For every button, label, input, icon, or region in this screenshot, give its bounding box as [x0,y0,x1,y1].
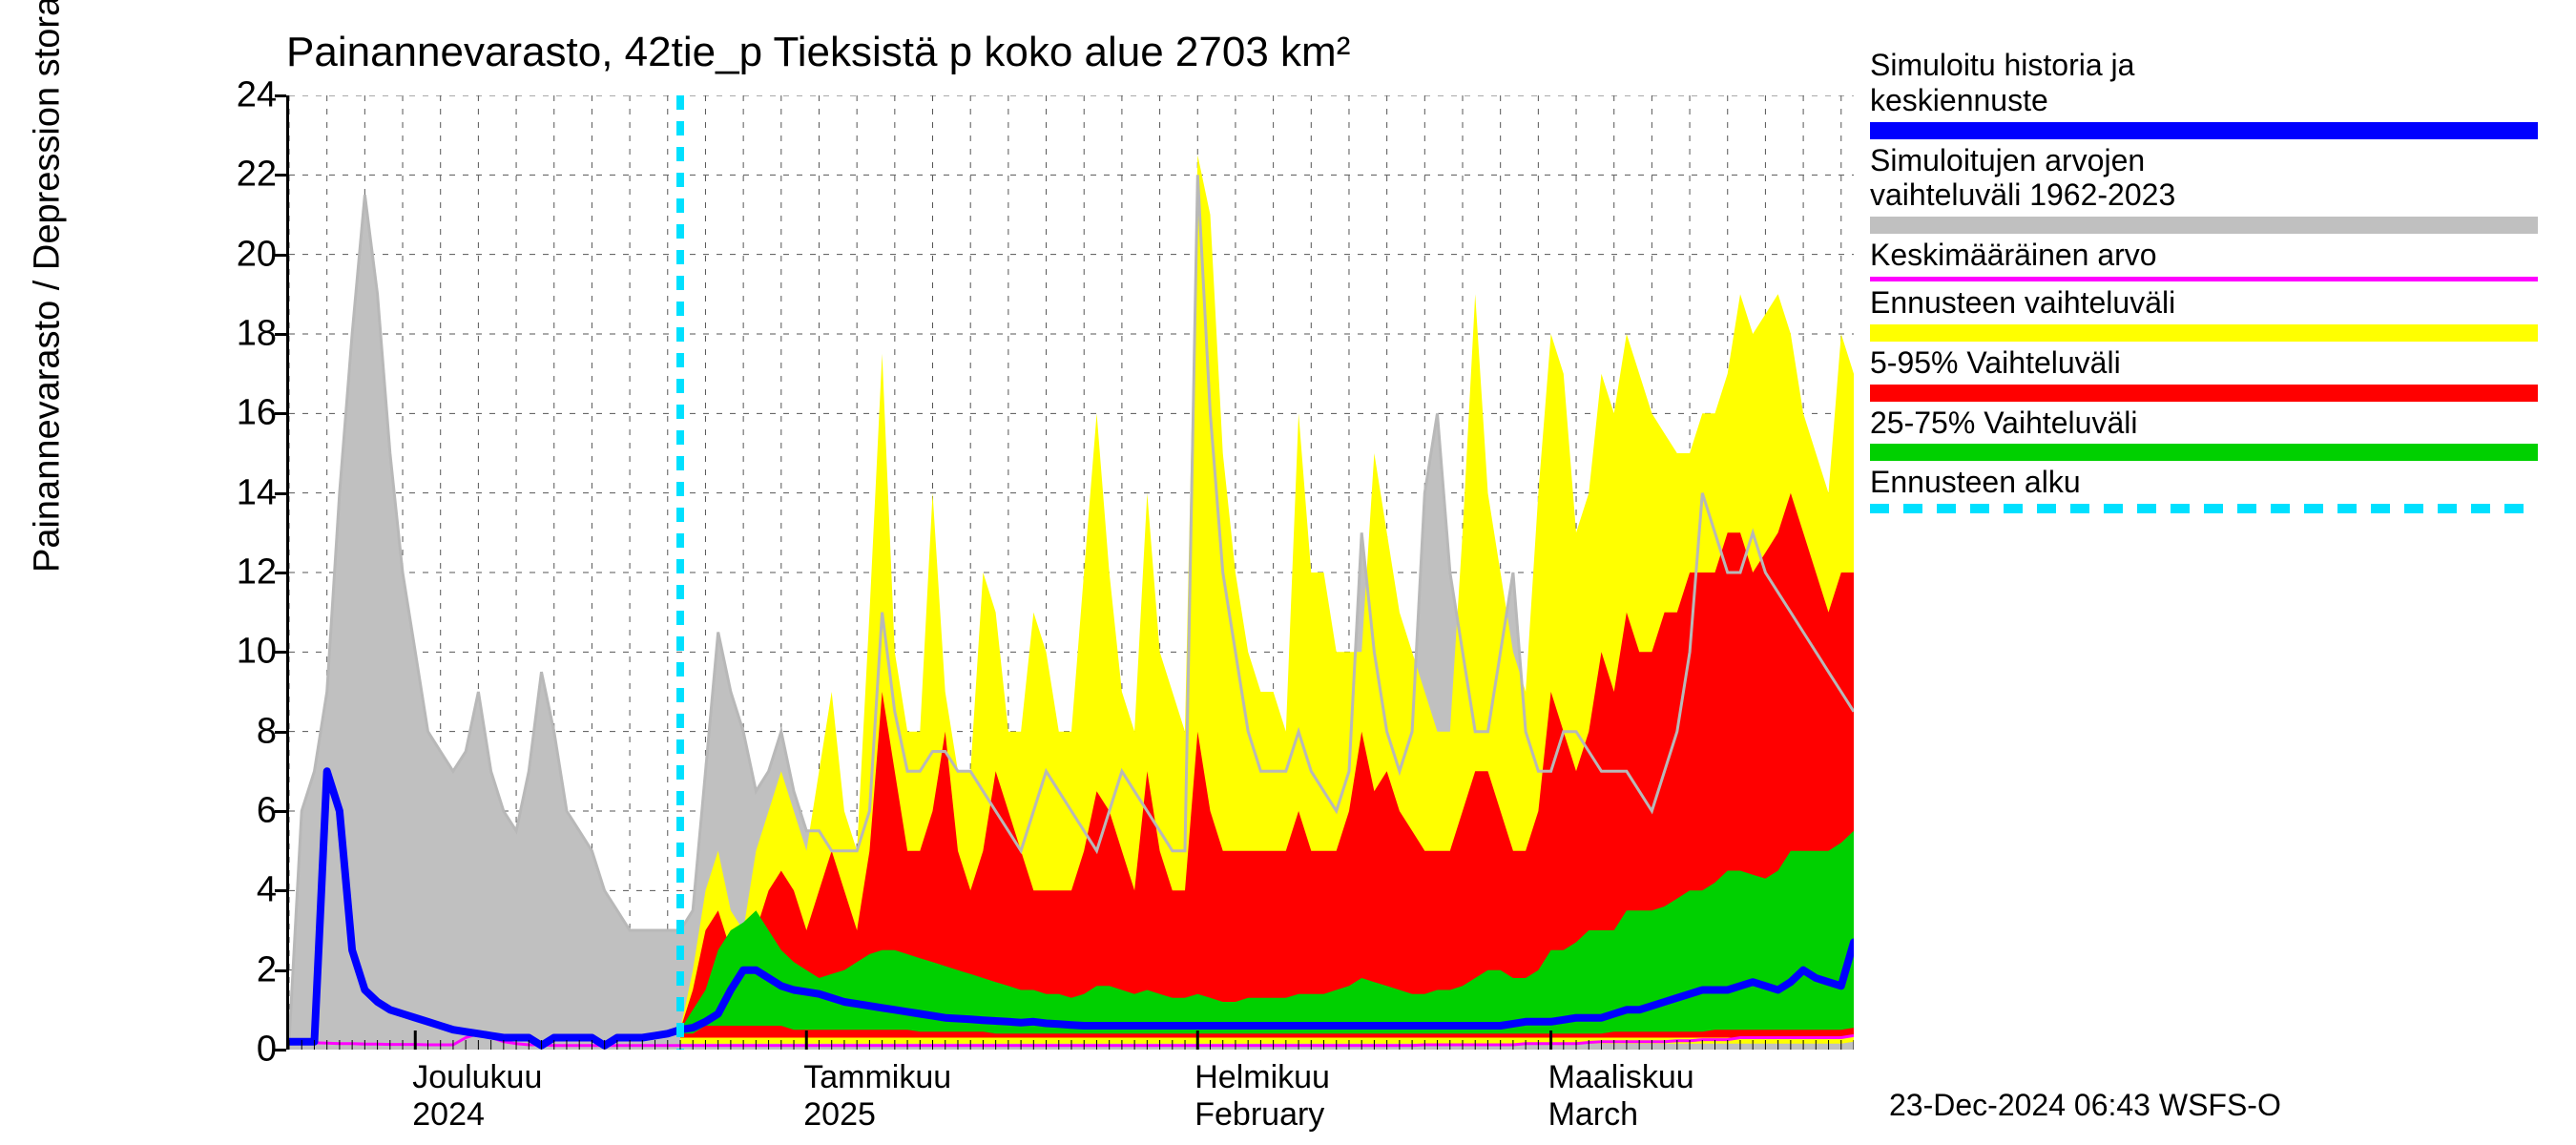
y-tick-label: 20 [237,234,277,275]
legend-label: Simuloitujen arvojen [1870,143,2538,178]
y-tick-label: 8 [257,711,277,752]
legend-entry-blue: Simuloitu historia ja keskiennuste [1870,48,2538,139]
y-tick-mark [275,731,286,734]
y-tick-label: 12 [237,552,277,593]
x-month-label: Tammikuu2025 [803,1059,951,1134]
legend-label: Simuloitu historia ja [1870,48,2538,83]
y-tick-label: 6 [257,791,277,832]
legend-entry-yellow: Ennusteen vaihteluväli [1870,285,2538,342]
y-tick-label: 10 [237,632,277,673]
y-tick-mark [275,889,286,892]
y-tick-mark [275,412,286,415]
x-month-label: Joulukuu2024 [412,1059,542,1134]
y-tick-mark [275,254,286,257]
legend-entry-magenta: Keskimääräinen arvo [1870,238,2538,281]
chart-container: Painannevarasto, 42tie_p Tieksistä p kok… [0,0,2576,1145]
legend-swatch-green [1870,444,2538,461]
y-tick-mark [275,1049,286,1051]
legend-swatch-yellow [1870,324,2538,342]
legend-label: Ennusteen alku [1870,465,2538,500]
chart-title: Painannevarasto, 42tie_p Tieksistä p kok… [286,29,1350,76]
footer-timestamp: 23-Dec-2024 06:43 WSFS-O [1889,1088,2281,1123]
x-month-label: MaaliskuuMarch [1548,1059,1694,1134]
y-tick-label: 16 [237,393,277,434]
y-axis-label: Painannevarasto / Depression storage mm [28,0,69,572]
legend-entry-gray: Simuloitujen arvojen vaihteluväli 1962-2… [1870,143,2538,235]
y-tick-mark [275,572,286,574]
plot-svg [289,95,1854,1050]
y-tick-mark [275,94,286,97]
y-tick-label: 4 [257,870,277,911]
legend-swatch-red [1870,385,2538,402]
y-tick-label: 22 [237,155,277,196]
legend-swatch-blue [1870,122,2538,139]
legend-label: 25-75% Vaihteluväli [1870,406,2538,441]
legend-entry-green: 25-75% Vaihteluväli [1870,406,2538,462]
legend-label: vaihteluväli 1962-2023 [1870,177,2538,213]
y-tick-label: 14 [237,472,277,513]
y-tick-mark [275,810,286,813]
legend-swatch-gray [1870,217,2538,234]
y-tick-mark [275,174,286,177]
y-tick-mark [275,333,286,336]
legend-label: 5-95% Vaihteluväli [1870,345,2538,381]
y-tick-label: 2 [257,949,277,990]
legend-entry-cyan: Ennusteen alku [1870,465,2538,513]
y-tick-mark [275,969,286,972]
legend-label: keskiennuste [1870,83,2538,118]
y-tick-mark [275,492,286,495]
legend-label: Keskimääräinen arvo [1870,238,2538,273]
legend-label: Ennusteen vaihteluväli [1870,285,2538,321]
y-tick-mark [275,651,286,654]
y-tick-label: 0 [257,1030,277,1071]
legend-entry-red: 5-95% Vaihteluväli [1870,345,2538,402]
x-month-label: HelmikuuFebruary [1195,1059,1330,1134]
y-tick-label: 18 [237,314,277,355]
legend-swatch-cyan [1870,504,2538,513]
plot-area [286,95,1851,1050]
legend: Simuloitu historia ja keskiennuste Simul… [1870,48,2538,517]
y-tick-label: 24 [237,75,277,116]
legend-swatch-magenta [1870,277,2538,281]
